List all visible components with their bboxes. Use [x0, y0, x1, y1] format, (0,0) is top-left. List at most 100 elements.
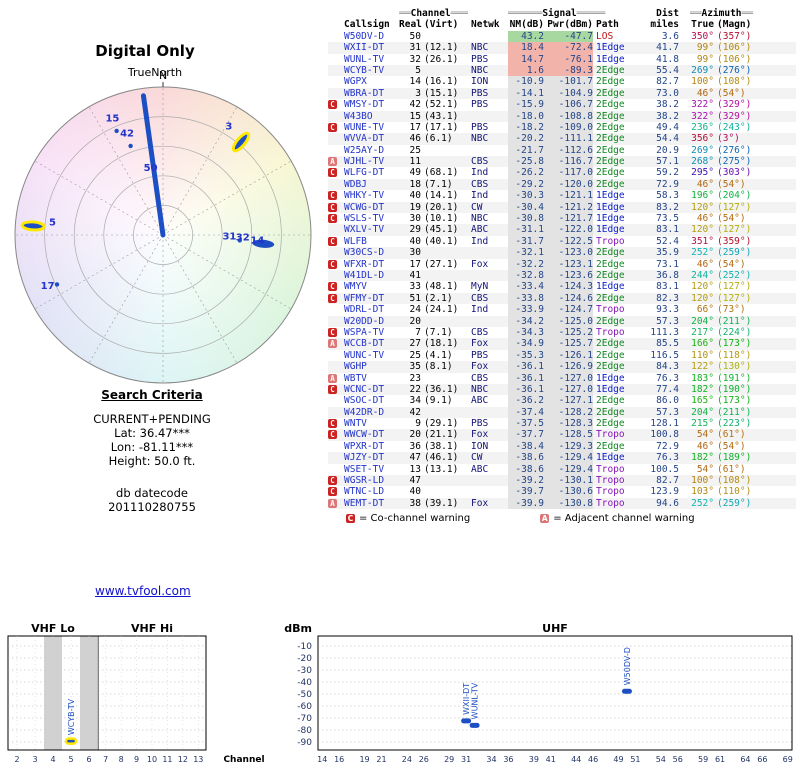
- real-channel-cell: 35: [399, 361, 421, 372]
- miles-cell: 57.1: [639, 156, 679, 167]
- callsign-cell[interactable]: WMSY-DT: [344, 99, 396, 110]
- channel-label: 17: [41, 281, 55, 292]
- true-azimuth-cell: 183°: [682, 373, 714, 384]
- true-azimuth-cell: 122°: [682, 361, 714, 372]
- callsign-cell[interactable]: W30CS-D: [344, 247, 396, 258]
- path-cell: Tropo: [596, 498, 636, 509]
- pwr-cell: -124.6: [547, 293, 593, 304]
- callsign-cell[interactable]: WDRL-DT: [344, 304, 396, 315]
- table-row: WGHP35(8.1)Fox-36.1-126.92Edge84.3122°(1…: [328, 361, 796, 372]
- channel-tick-label: 2: [14, 755, 19, 764]
- callsign-cell[interactable]: WCNC-DT: [344, 384, 396, 395]
- true-azimuth-cell: 322°: [682, 99, 714, 110]
- callsign-cell[interactable]: WGSR-LD: [344, 475, 396, 486]
- pwr-cell: -72.4: [547, 42, 593, 53]
- station-label: WCYB-TV: [67, 698, 76, 735]
- true-azimuth-cell: 269°: [682, 65, 714, 76]
- dbm-axis-title: dBm: [284, 622, 312, 635]
- warn-badge: C: [328, 191, 337, 200]
- warn-marker: C: [328, 327, 341, 338]
- nm-cell: -36.1: [508, 361, 544, 372]
- nm-cell: -38.6: [508, 452, 544, 463]
- path-cell: 1Edge: [596, 373, 636, 384]
- callsign-cell[interactable]: WNTV: [344, 418, 396, 429]
- station-dot: [114, 129, 118, 133]
- callsign-cell[interactable]: W20DD-D: [344, 316, 396, 327]
- callsign-cell[interactable]: WPXR-DT: [344, 441, 396, 452]
- table-row: WUNC-TV25(4.1)PBS-35.3-126.12Edge116.511…: [328, 350, 796, 361]
- adjacent-channel-text: = Adjacent channel warning: [553, 513, 694, 524]
- callsign-cell[interactable]: W50DV-D: [344, 31, 396, 42]
- callsign-cell[interactable]: WWCW-DT: [344, 429, 396, 440]
- magnetic-azimuth-cell: (275°): [717, 156, 761, 167]
- virtual-channel-cell: (16.1): [424, 76, 468, 87]
- callsign-cell[interactable]: WFXR-DT: [344, 259, 396, 270]
- callsign-cell[interactable]: WGHP: [344, 361, 396, 372]
- miles-cell: 73.5: [639, 213, 679, 224]
- callsign-cell[interactable]: WLFB: [344, 236, 396, 247]
- callsign-cell[interactable]: WVVA-DT: [344, 133, 396, 144]
- channel-label: 15: [105, 113, 119, 124]
- pwr-cell: -127.1: [547, 395, 593, 406]
- callsign-cell[interactable]: WSOC-DT: [344, 395, 396, 406]
- station-pill: [470, 723, 480, 728]
- path-cell: 2Edge: [596, 122, 636, 133]
- callsign-cell[interactable]: WSLS-TV: [344, 213, 396, 224]
- callsign-cell[interactable]: WTNC-LD: [344, 486, 396, 497]
- header-fill: ═════: [577, 8, 606, 19]
- warn-badge: C: [328, 476, 337, 485]
- callsign-cell[interactable]: WJZY-DT: [344, 452, 396, 463]
- table-row: WSOC-DT34(9.1)ABC-36.2-127.12Edge86.0165…: [328, 395, 796, 406]
- warn-badge: C: [328, 419, 337, 428]
- callsign-cell[interactable]: WBTV: [344, 373, 396, 384]
- channel-tick-label: 13: [193, 755, 203, 764]
- callsign-cell[interactable]: WDBJ: [344, 179, 396, 190]
- nm-cell: -38.4: [508, 441, 544, 452]
- pwr-cell: -124.7: [547, 304, 593, 315]
- callsign-cell[interactable]: WLFG-DT: [344, 167, 396, 178]
- callsign-cell[interactable]: WMYV: [344, 281, 396, 292]
- callsign-cell[interactable]: W41DL-D: [344, 270, 396, 281]
- magnetic-azimuth-cell: (191°): [717, 373, 761, 384]
- table-row: AWJHL-TV11CBS-25.8-116.72Edge57.1268°(27…: [328, 156, 796, 167]
- callsign-cell[interactable]: WSET-TV: [344, 464, 396, 475]
- real-channel-cell: 40: [399, 236, 421, 247]
- callsign-cell[interactable]: W25AY-D: [344, 145, 396, 156]
- true-azimuth-cell: 215°: [682, 418, 714, 429]
- nm-cell: -15.9: [508, 99, 544, 110]
- magnetic-azimuth-cell: (108°): [717, 76, 761, 87]
- warn-marker: C: [328, 122, 341, 133]
- callsign-cell[interactable]: W43BO: [344, 111, 396, 122]
- callsign-cell[interactable]: WCWG-DT: [344, 202, 396, 213]
- network-cell: Ind: [471, 236, 505, 247]
- callsign-cell[interactable]: WUNL-TV: [344, 54, 396, 65]
- path-cell: 2Edge: [596, 350, 636, 361]
- callsign-cell[interactable]: WHKY-TV: [344, 190, 396, 201]
- callsign-cell[interactable]: WJHL-TV: [344, 156, 396, 167]
- callsign-cell[interactable]: WGPX: [344, 76, 396, 87]
- nm-cell: -32.8: [508, 270, 544, 281]
- callsign-cell[interactable]: WFMY-DT: [344, 293, 396, 304]
- callsign-cell[interactable]: WBRA-DT: [344, 88, 396, 99]
- station-pill: [622, 689, 632, 694]
- pwr-cell: -130.6: [547, 486, 593, 497]
- channel-axis-title: Channel: [223, 755, 264, 765]
- miles-cell: 41.7: [639, 42, 679, 53]
- callsign-cell[interactable]: WSPA-TV: [344, 327, 396, 338]
- callsign-cell[interactable]: W42DR-D: [344, 407, 396, 418]
- callsign-cell[interactable]: WUNC-TV: [344, 350, 396, 361]
- signal-group-label: Signal: [542, 8, 576, 19]
- callsign-cell[interactable]: WXLV-TV: [344, 224, 396, 235]
- callsign-cell[interactable]: WCYB-TV: [344, 65, 396, 76]
- callsign-cell[interactable]: WEMT-DT: [344, 498, 396, 509]
- true-azimuth-cell: 120°: [682, 293, 714, 304]
- callsign-cell[interactable]: WUNE-TV: [344, 122, 396, 133]
- path-cell: 1Edge: [596, 224, 636, 235]
- callsign-cell[interactable]: WXII-DT: [344, 42, 396, 53]
- dbm-tick-label: -80: [297, 726, 312, 736]
- table-row: W30CS-D30-32.1-123.02Edge35.9252°(259°): [328, 247, 796, 258]
- path-cell: 2Edge: [596, 145, 636, 156]
- tvfool-link[interactable]: www.tvfool.com: [95, 584, 191, 598]
- real-channel-cell: 19: [399, 202, 421, 213]
- callsign-cell[interactable]: WCCB-DT: [344, 338, 396, 349]
